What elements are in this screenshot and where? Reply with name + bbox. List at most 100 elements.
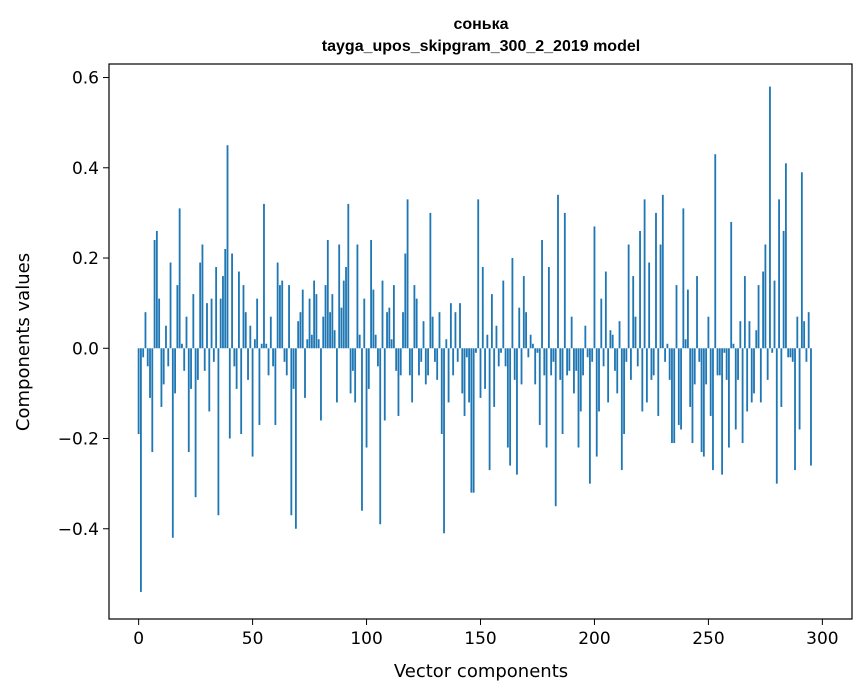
bar-54 bbox=[260, 343, 263, 349]
bar-240 bbox=[684, 339, 687, 349]
bar-28 bbox=[201, 244, 204, 349]
bar-73 bbox=[304, 348, 306, 398]
bar-25 bbox=[194, 348, 197, 498]
y-tick-label: −0.4 bbox=[58, 520, 99, 540]
bar-167 bbox=[518, 307, 521, 349]
bar-197 bbox=[586, 348, 589, 358]
bar-83 bbox=[326, 239, 329, 349]
bar-93 bbox=[349, 348, 352, 394]
bar-39 bbox=[226, 145, 229, 349]
bar-182 bbox=[552, 348, 555, 362]
bar-190 bbox=[570, 316, 573, 349]
bar-118 bbox=[406, 199, 409, 349]
bar-11 bbox=[162, 348, 165, 385]
bar-280 bbox=[775, 348, 778, 484]
bar-27 bbox=[199, 262, 202, 349]
bar-232 bbox=[666, 343, 669, 349]
bar-188 bbox=[566, 348, 569, 376]
bar-80 bbox=[320, 348, 322, 421]
bar-259 bbox=[728, 348, 730, 448]
bar-250 bbox=[707, 316, 710, 349]
bar-113 bbox=[395, 348, 398, 371]
bar-116 bbox=[402, 312, 404, 349]
bar-162 bbox=[506, 348, 509, 448]
x-tick-label: 0 bbox=[133, 629, 144, 649]
bar-77 bbox=[313, 280, 316, 349]
bar-288 bbox=[794, 348, 796, 471]
y-tick-label: 0.4 bbox=[72, 159, 99, 179]
bar-60 bbox=[274, 348, 277, 425]
bar-24 bbox=[192, 294, 195, 349]
bar-42 bbox=[233, 348, 236, 367]
bar-268 bbox=[748, 321, 751, 349]
bar-123 bbox=[418, 348, 420, 376]
bar-8 bbox=[155, 230, 158, 349]
bar-203 bbox=[600, 298, 603, 349]
bar-125 bbox=[422, 321, 425, 349]
bar-241 bbox=[686, 289, 689, 349]
bar-275 bbox=[764, 244, 767, 349]
bar-88 bbox=[338, 244, 341, 349]
bar-48 bbox=[247, 348, 249, 380]
bar-107 bbox=[381, 280, 384, 349]
bar-225 bbox=[650, 348, 653, 380]
bar-214 bbox=[625, 348, 628, 362]
bar-94 bbox=[351, 348, 354, 371]
bar-261 bbox=[732, 343, 735, 349]
bar-278 bbox=[771, 348, 774, 353]
bar-6 bbox=[151, 348, 154, 453]
bar-154 bbox=[488, 348, 491, 471]
bar-79 bbox=[317, 339, 320, 349]
bar-249 bbox=[705, 348, 708, 385]
bar-101 bbox=[367, 348, 370, 389]
bar-100 bbox=[365, 348, 368, 448]
bar-65 bbox=[285, 348, 288, 376]
bar-7 bbox=[153, 239, 156, 349]
bar-38 bbox=[224, 249, 227, 349]
bar-227 bbox=[655, 212, 657, 349]
bar-142 bbox=[461, 348, 464, 394]
bar-16 bbox=[174, 348, 176, 394]
bar-165 bbox=[513, 348, 516, 380]
bar-119 bbox=[408, 348, 411, 376]
bar-86 bbox=[333, 330, 336, 349]
bar-82 bbox=[324, 285, 327, 349]
bar-272 bbox=[757, 285, 760, 349]
bar-152 bbox=[484, 348, 486, 389]
bar-200 bbox=[593, 226, 596, 349]
y-tick-label: 0.0 bbox=[72, 339, 99, 359]
bar-219 bbox=[636, 348, 639, 367]
bar-57 bbox=[267, 348, 270, 376]
bar-43 bbox=[235, 348, 238, 389]
bar-90 bbox=[342, 280, 345, 349]
bar-284 bbox=[784, 163, 787, 349]
bar-106 bbox=[379, 348, 382, 525]
bar-228 bbox=[657, 348, 660, 416]
bar-256 bbox=[721, 348, 723, 475]
bar-221 bbox=[641, 348, 644, 412]
bar-246 bbox=[698, 348, 701, 362]
bar-56 bbox=[265, 343, 268, 349]
bar-111 bbox=[390, 339, 393, 349]
bar-47 bbox=[244, 312, 247, 349]
bar-169 bbox=[522, 276, 525, 349]
bar-126 bbox=[424, 348, 427, 385]
bar-87 bbox=[336, 348, 338, 403]
chart-title: сонька bbox=[453, 16, 508, 33]
bar-211 bbox=[618, 321, 621, 349]
y-tick-label: 0.2 bbox=[72, 249, 99, 269]
bar-41 bbox=[231, 253, 233, 349]
bar-104 bbox=[374, 334, 377, 349]
bar-34 bbox=[215, 267, 218, 349]
bar-173 bbox=[532, 343, 534, 349]
bar-115 bbox=[399, 348, 402, 376]
bar-183 bbox=[554, 348, 557, 507]
bar-290 bbox=[798, 348, 801, 430]
bar-199 bbox=[591, 348, 594, 362]
bar-109 bbox=[386, 312, 388, 349]
bar-168 bbox=[520, 348, 523, 385]
bar-264 bbox=[739, 321, 742, 349]
bar-163 bbox=[509, 348, 512, 466]
bar-251 bbox=[709, 348, 712, 416]
bar-187 bbox=[563, 212, 566, 349]
